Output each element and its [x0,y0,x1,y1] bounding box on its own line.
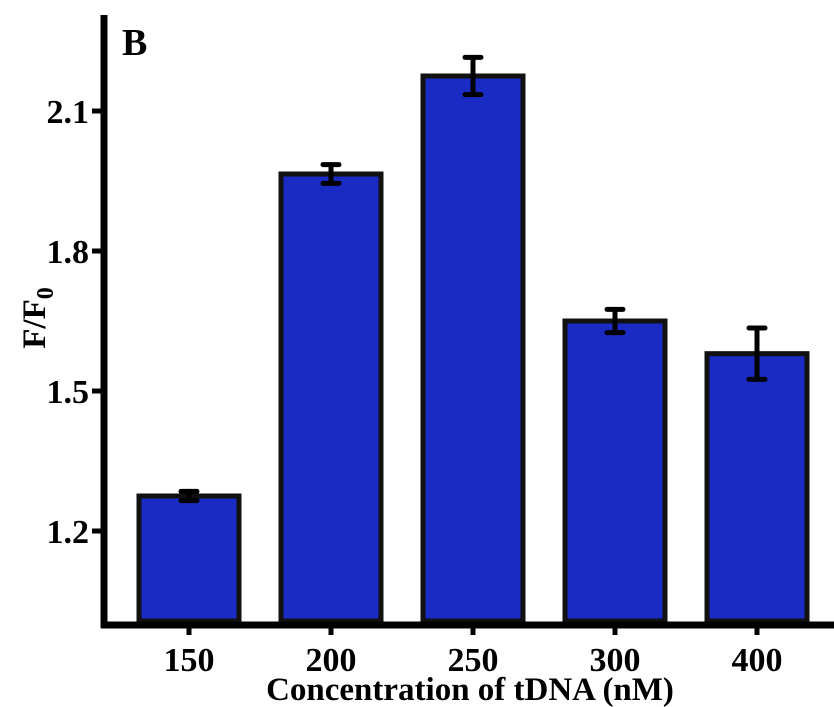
y-axis-title-main: F/F [17,299,53,348]
bars-group [136,73,810,624]
error-bar-150 [178,488,200,504]
y-tick-label-2.1: 2.1 [47,94,90,131]
x-ticks-group: 150 200 250 300 400 [164,625,783,679]
bar-400 [704,351,810,624]
bar-300 [562,318,668,624]
y-tick-label-1.2: 1.2 [47,514,90,551]
x-axis-title: Concentration of tDNA (nM) [266,672,674,707]
error-bar-250 [462,54,484,98]
bar-200 [278,171,384,624]
y-axis-title-subscript: 0 [33,287,59,299]
y-tick-label-1.8: 1.8 [47,234,90,271]
x-tick-label-200: 200 [306,642,357,679]
x-tick-label-400: 400 [732,642,783,679]
error-bars-group [178,54,768,504]
error-bar-200 [320,162,342,186]
y-tick-label-1.5: 1.5 [47,374,90,411]
x-tick-label-150: 150 [164,642,215,679]
bar-250 [420,73,526,624]
x-tick-label-300: 300 [590,642,641,679]
y-ticks-group: 1.2 1.5 1.8 2.1 [47,94,104,551]
error-bar-400 [746,325,768,382]
bar-150 [136,493,242,624]
x-tick-label-250: 250 [448,642,499,679]
panel-label: B [122,22,147,64]
y-axis-title: F/F0 [17,287,59,348]
error-bar-300 [604,306,626,336]
